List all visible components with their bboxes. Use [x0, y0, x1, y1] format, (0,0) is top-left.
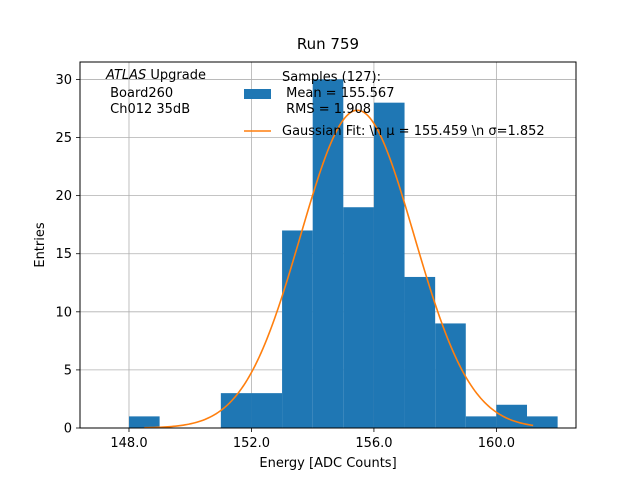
legend-samples-line-1: Samples (127):	[282, 70, 381, 85]
annotation-line-2: Board260	[106, 86, 173, 101]
histogram-bar-6	[312, 79, 344, 428]
y-tick-label-1: 5	[64, 363, 72, 378]
legend-samples-line-2: Mean = 155.567	[282, 86, 394, 101]
legend-samples-patch	[244, 89, 271, 99]
histogram-bar-4	[251, 393, 283, 428]
x-tick-label-2: 156.0	[355, 436, 392, 451]
histogram-bar-13	[527, 416, 558, 428]
atlas-annotation: ATLAS Upgrade Board260 Ch012 35dB	[105, 68, 206, 117]
histogram-bar-10	[435, 323, 466, 428]
annotation-line-1: ATLAS Upgrade	[105, 68, 206, 83]
annotation-upgrade: Upgrade	[146, 68, 206, 83]
y-tick-label-5: 25	[55, 131, 72, 146]
annotation-atlas: ATLAS	[105, 68, 146, 83]
y-tick-label-3: 15	[55, 247, 72, 262]
axes-frame	[79, 61, 577, 429]
x-axis-ticks: 148.0 152.0 156.0 160.0	[110, 428, 515, 451]
y-axis-label: Entries	[33, 222, 48, 268]
gaussian-fit	[144, 109, 534, 429]
histogram-bar-0	[128, 416, 160, 428]
histogram-bar-9	[404, 276, 436, 428]
histogram-bar-3	[220, 393, 252, 428]
legend: Samples (127): Mean = 155.567 RMS = 1.90…	[244, 70, 545, 139]
legend-samples-line-3: RMS = 1.908	[282, 102, 371, 117]
gaussian-fit-curve	[144, 109, 534, 429]
x-tick-label-0: 148.0	[110, 436, 147, 451]
y-tick-label-6: 30	[55, 73, 72, 88]
histogram-bar-12	[496, 404, 528, 428]
histogram-bar-8	[373, 102, 405, 429]
y-tick-label-0: 0	[64, 422, 72, 437]
histogram-bar-7	[343, 207, 374, 428]
y-axis-ticks: 0 5 10 15 20 25 30	[55, 73, 80, 437]
y-tick-label-4: 20	[55, 189, 72, 204]
x-tick-label-3: 160.0	[478, 436, 515, 451]
legend-fit-label: Gaussian Fit: \n μ = 155.459 \n σ=1.852	[282, 124, 545, 139]
x-axis-label: Energy [ADC Counts]	[259, 456, 396, 471]
histogram-bar-5	[282, 230, 313, 428]
histogram-bar-11	[465, 416, 497, 428]
annotation-line-3: Ch012 35dB	[106, 102, 190, 117]
x-tick-label-1: 152.0	[233, 436, 270, 451]
chart-title: Run 759	[297, 35, 359, 53]
y-tick-label-2: 10	[55, 305, 72, 320]
